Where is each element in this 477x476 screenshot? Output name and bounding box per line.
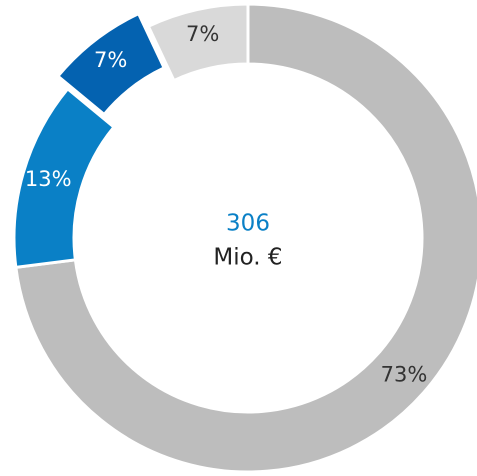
data-label: 73% [381,363,428,387]
donut-segment [12,86,117,270]
donut-segment [55,11,167,117]
data-label: 7% [186,22,219,46]
data-label: 13% [25,167,72,191]
donut-segment [146,2,250,83]
data-label: 7% [94,48,127,72]
donut-segment [14,2,477,474]
center-value: 306 [226,211,270,237]
center-unit: Mio. € [213,245,282,271]
